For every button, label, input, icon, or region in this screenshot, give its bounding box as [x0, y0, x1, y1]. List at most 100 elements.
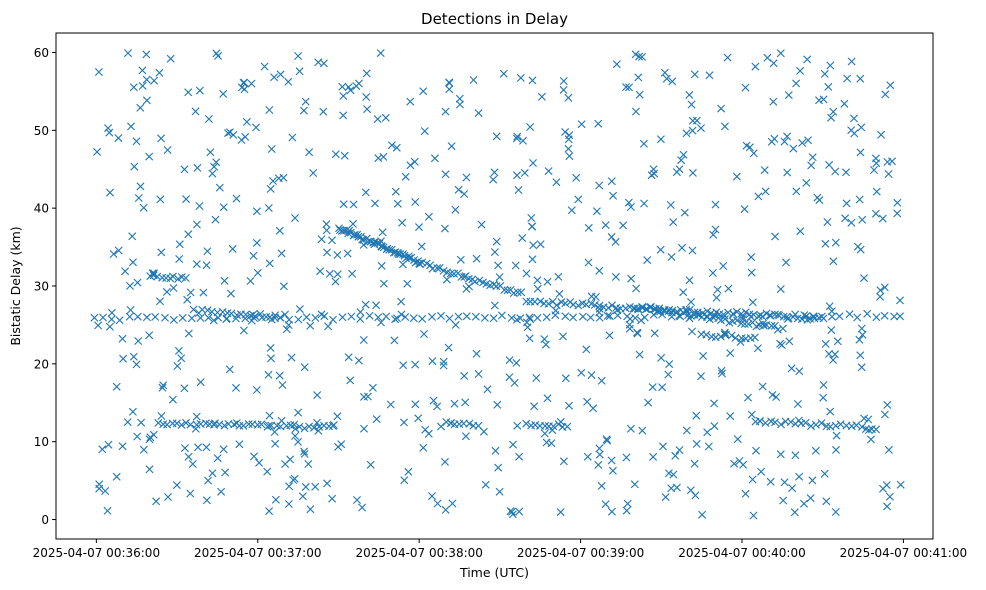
scatter-point [316, 267, 325, 276]
scatter-point [863, 309, 872, 318]
scatter-point [398, 218, 407, 227]
scatter-point [219, 203, 228, 212]
scatter-point [204, 313, 213, 322]
scatter-point [789, 144, 798, 153]
scatter-point [536, 297, 545, 306]
scatter-point [371, 199, 379, 208]
scatter-point [856, 351, 865, 360]
scatter-point [212, 158, 221, 167]
scatter-point [871, 154, 880, 163]
scatter-point [884, 445, 893, 454]
scatter-point [608, 466, 617, 475]
scatter-point [168, 395, 177, 404]
scatter-point [439, 357, 448, 366]
scatter-point [157, 412, 166, 420]
scatter-point [823, 218, 832, 226]
scatter-point [532, 374, 541, 382]
scatter-point [172, 481, 181, 490]
scatter-point [870, 166, 878, 174]
scatter-point [692, 411, 701, 420]
scatter-point [119, 354, 128, 363]
scatter-point [717, 104, 726, 113]
scatter-point [688, 168, 697, 177]
scatter-point [340, 151, 349, 160]
scatter-point [93, 147, 101, 156]
scatter-point [180, 384, 189, 393]
scatter-point [872, 425, 881, 434]
scatter-point [424, 212, 433, 221]
scatter-point [239, 421, 248, 430]
scatter-point [461, 432, 470, 441]
scatter-point [692, 439, 701, 448]
scatter-point [756, 417, 765, 426]
scatter-point [665, 360, 674, 369]
scatter-point [103, 506, 112, 515]
scatter-point [595, 301, 604, 310]
scatter-point [777, 420, 785, 429]
scatter-point [139, 203, 148, 212]
scatter-point [820, 469, 829, 478]
scatter-point [313, 391, 322, 400]
scatter-point [208, 469, 217, 478]
scatter-point [265, 411, 274, 420]
scatter-point [490, 301, 499, 310]
scatter-point [154, 418, 163, 427]
scatter-point [520, 168, 529, 177]
scatter-point [657, 353, 666, 362]
scatter-point [592, 207, 601, 216]
scatter-point [771, 418, 779, 427]
scatter-point [193, 163, 202, 172]
scatter-point [349, 200, 358, 209]
scatter-point [195, 202, 204, 210]
scatter-point [687, 298, 695, 306]
scatter-point [584, 223, 593, 232]
scatter-point [472, 349, 481, 358]
scatter-point [403, 279, 412, 288]
scatter-point [850, 114, 858, 123]
scatter-point [554, 420, 563, 429]
scatter-point [204, 115, 213, 123]
scatter-point [415, 259, 424, 268]
scatter-point [852, 421, 861, 430]
scatter-point [591, 293, 600, 301]
scatter-point [708, 269, 717, 277]
scatter-point [555, 289, 564, 298]
scatter-point [635, 90, 644, 99]
scatter-point [252, 386, 261, 394]
scatter-point [462, 173, 471, 182]
scatter-point [123, 418, 132, 427]
scatter-point [257, 420, 266, 429]
scatter-point [219, 89, 228, 98]
scatter-point [188, 460, 197, 468]
scatter-point [829, 257, 838, 266]
scatter-point [271, 495, 280, 504]
scatter-point [497, 311, 506, 320]
scatter-point [847, 218, 856, 227]
scatter-point [215, 420, 224, 429]
scatter-point [401, 172, 410, 181]
scatter-point [529, 241, 538, 250]
scatter-point [682, 305, 691, 314]
scatter-point [710, 399, 719, 408]
scatter-point [242, 117, 251, 126]
scatter-point [693, 310, 702, 319]
scatter-point [264, 370, 273, 379]
scatter-point [603, 436, 612, 445]
scatter-point [437, 311, 445, 320]
scatter-point [630, 480, 639, 489]
y-tick-label: 10 [34, 435, 49, 449]
scatter-point [622, 506, 631, 515]
scatter-point [619, 221, 628, 230]
scatter-point [300, 363, 309, 372]
scatter-point [749, 149, 758, 158]
scatter-point [633, 304, 642, 313]
scatter-point [855, 335, 864, 344]
scatter-point [522, 419, 531, 428]
scatter-point [134, 337, 143, 345]
scatter-point [339, 92, 348, 100]
scatter-point [769, 59, 778, 68]
scatter-point [518, 234, 527, 243]
scatter-point [656, 245, 665, 254]
scatter-point [492, 132, 501, 141]
scatter-point [561, 299, 570, 308]
